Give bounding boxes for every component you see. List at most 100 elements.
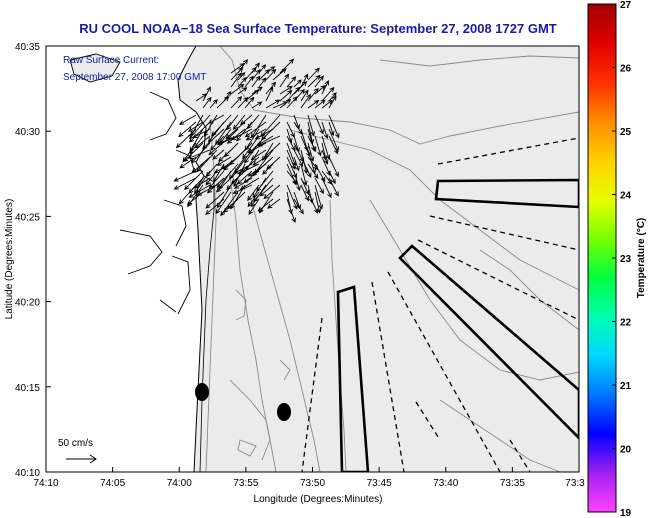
current-vector xyxy=(265,86,274,102)
current-vector xyxy=(265,99,281,109)
current-vector xyxy=(328,95,337,109)
colorbar-tick-label: 19 xyxy=(620,508,632,518)
current-vector xyxy=(314,184,324,210)
current-vector xyxy=(300,156,312,179)
land-mass xyxy=(46,46,207,472)
current-vector xyxy=(261,121,281,141)
current-vector xyxy=(216,163,239,188)
x-tick-label: 73:35 xyxy=(500,478,525,489)
x-tick-label: 74:10 xyxy=(33,478,58,489)
current-vector xyxy=(253,177,274,203)
buoy-marker xyxy=(277,403,291,421)
current-vector xyxy=(314,75,324,88)
current-vector xyxy=(236,121,253,142)
sampling-box-south xyxy=(336,285,370,472)
current-vector xyxy=(251,86,263,95)
current-vector xyxy=(321,121,329,140)
current-vector xyxy=(314,135,322,157)
current-vector xyxy=(279,73,290,88)
x-tick-label: 74:00 xyxy=(167,478,192,489)
current-vector xyxy=(267,198,281,209)
current-vector xyxy=(230,128,253,141)
current-vector xyxy=(231,170,246,184)
current-vector xyxy=(193,177,211,189)
current-vector xyxy=(212,149,225,160)
current-vector xyxy=(257,135,281,147)
current-vector xyxy=(179,114,197,125)
current-vector xyxy=(226,177,239,191)
radar-beam-lines xyxy=(301,137,579,472)
current-vector xyxy=(205,170,218,186)
y-tick-label: 40:25 xyxy=(15,212,40,223)
current-vector xyxy=(307,114,316,137)
bay-outline xyxy=(69,53,121,83)
current-vector xyxy=(257,198,274,212)
current-vector xyxy=(206,177,225,194)
current-vector xyxy=(230,83,245,95)
sampling-box-east xyxy=(398,244,579,440)
current-vector xyxy=(188,184,211,198)
current-vector xyxy=(293,149,304,168)
current-vector xyxy=(225,121,246,140)
current-vector xyxy=(229,156,246,180)
current-vector xyxy=(244,128,260,151)
current-vector xyxy=(194,135,211,149)
current-vector xyxy=(202,96,212,109)
colorbar-tick-label: 25 xyxy=(620,127,632,138)
colorbar-label: Temperature (°C) xyxy=(636,218,647,299)
y-axis: 40:35 40:30 40:25 40:20 40:15 40:10 xyxy=(15,42,51,479)
current-vector xyxy=(192,156,211,173)
current-vector xyxy=(265,81,277,95)
current-vector xyxy=(246,114,260,130)
current-vector xyxy=(279,85,293,95)
scale-label: 50 cm/s xyxy=(58,438,93,449)
current-vector xyxy=(328,92,337,102)
current-vector xyxy=(293,170,301,192)
current-vector xyxy=(307,142,315,162)
y-tick-label: 40:10 xyxy=(15,468,40,479)
current-vector xyxy=(265,66,276,74)
current-vector xyxy=(245,128,267,141)
current-vector xyxy=(183,142,204,163)
x-axis: 74:10 74:05 74:00 73:55 73:50 73:45 73:40 73:35… xyxy=(33,467,585,489)
current-vector xyxy=(244,96,255,109)
current-vector xyxy=(286,96,298,109)
current-vector xyxy=(263,142,281,158)
current-vector xyxy=(258,77,267,88)
current-vector xyxy=(242,135,260,160)
x-tick-label: 73:3 xyxy=(565,478,585,489)
current-vector xyxy=(205,163,218,178)
current-vector xyxy=(178,121,197,138)
current-vector xyxy=(254,128,274,140)
current-vector xyxy=(328,121,335,137)
current-vector xyxy=(196,149,218,173)
current-vector xyxy=(250,149,267,160)
scale-arrow xyxy=(66,454,97,464)
current-vector xyxy=(293,88,305,102)
current-vector xyxy=(307,67,320,81)
current-vector xyxy=(286,86,301,102)
current-vector xyxy=(314,85,326,95)
current-vector xyxy=(328,170,336,185)
current-vector xyxy=(243,170,260,184)
colorbar-ticks: 27 26 25 24 23 22 21 20 19 xyxy=(612,0,632,518)
current-vector xyxy=(202,128,225,150)
current-vector xyxy=(191,142,211,164)
current-vector xyxy=(279,89,293,102)
current-vector xyxy=(188,121,211,143)
current-vector xyxy=(321,149,329,165)
current-vector xyxy=(230,72,242,88)
current-vector xyxy=(209,99,218,109)
current-vector xyxy=(307,163,319,179)
current-vector xyxy=(321,86,335,102)
current-vector xyxy=(223,90,232,102)
current-vector xyxy=(321,177,332,199)
colorbar-tick-label: 23 xyxy=(620,254,632,265)
current-vector xyxy=(229,142,253,166)
current-vector xyxy=(328,135,339,155)
current-vector xyxy=(293,156,300,172)
current-vector xyxy=(237,59,248,74)
current-vector xyxy=(248,198,260,216)
current-vector xyxy=(184,170,204,191)
current-vector xyxy=(173,177,197,190)
